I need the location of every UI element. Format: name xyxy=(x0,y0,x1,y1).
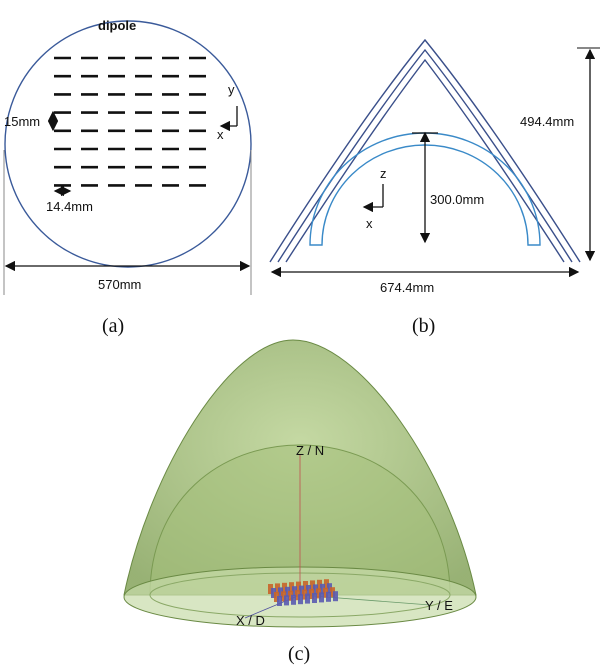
array-element xyxy=(319,592,324,603)
array-element xyxy=(305,593,310,604)
array-element xyxy=(271,588,276,598)
axis-z-label: z xyxy=(380,166,387,181)
array-element xyxy=(298,594,303,605)
array-element xyxy=(295,590,300,601)
panel-b: 300.0mm 494.4mm 674.4mm z x (b) xyxy=(269,38,600,337)
diameter-label: 570mm xyxy=(98,277,141,292)
array-element xyxy=(330,587,335,598)
array-element xyxy=(327,583,332,594)
inner-height-label: 300.0mm xyxy=(430,192,484,207)
axis-x-label: X / D xyxy=(236,613,265,628)
aperture-circle xyxy=(4,20,252,268)
caption: (b) xyxy=(412,315,435,337)
array-element xyxy=(274,592,279,602)
array-element xyxy=(282,582,287,593)
width-label: 14.4mm xyxy=(46,199,93,214)
array-element xyxy=(284,595,289,606)
array-element xyxy=(320,583,325,594)
panel-title: dipole xyxy=(98,18,136,33)
spacing-label: 15mm xyxy=(4,114,40,129)
array-element xyxy=(268,584,273,594)
radome-outer xyxy=(269,38,581,263)
array-element xyxy=(302,589,307,600)
array-element xyxy=(310,580,315,591)
axis-x-label: x xyxy=(366,216,373,231)
hemispherical-radome xyxy=(309,132,541,246)
dipole-array xyxy=(54,56,206,187)
panel-c: Z / N Y / E X / D (c) xyxy=(123,339,477,665)
array-element xyxy=(333,591,338,602)
array-element xyxy=(288,590,293,601)
array-element xyxy=(316,588,321,599)
array-element xyxy=(281,591,286,602)
array-element xyxy=(291,594,296,605)
array-element xyxy=(292,586,297,597)
axis-y-label: y xyxy=(228,82,235,97)
array-element xyxy=(289,582,294,593)
array-element xyxy=(309,589,314,599)
axes-icon xyxy=(221,106,238,126)
base-width-label: 674.4mm xyxy=(380,280,434,295)
array-element xyxy=(313,584,318,595)
array-element xyxy=(303,581,308,591)
array-element xyxy=(312,593,317,603)
radome-inner xyxy=(285,58,565,263)
array-element xyxy=(285,586,290,597)
caption: (a) xyxy=(102,315,124,337)
axis-z-label: Z / N xyxy=(296,443,324,458)
array-element xyxy=(275,583,280,594)
panel-a: dipole 15mm 14.4mm y x 570mm (a) xyxy=(3,18,252,337)
antenna-array xyxy=(268,579,338,606)
array-element xyxy=(299,585,304,596)
array-element xyxy=(317,579,322,590)
axis-x-label: x xyxy=(217,127,224,142)
array-element xyxy=(326,591,331,602)
array-element xyxy=(278,587,283,598)
array-element xyxy=(324,579,329,590)
caption: (c) xyxy=(288,643,310,665)
array-element xyxy=(296,581,301,592)
array-element xyxy=(277,596,282,606)
axes-icon xyxy=(364,184,384,207)
array-element xyxy=(306,585,311,595)
axis-y-label: Y / E xyxy=(425,598,453,613)
outer-height-label: 494.4mm xyxy=(520,114,574,129)
array-element xyxy=(323,587,328,598)
